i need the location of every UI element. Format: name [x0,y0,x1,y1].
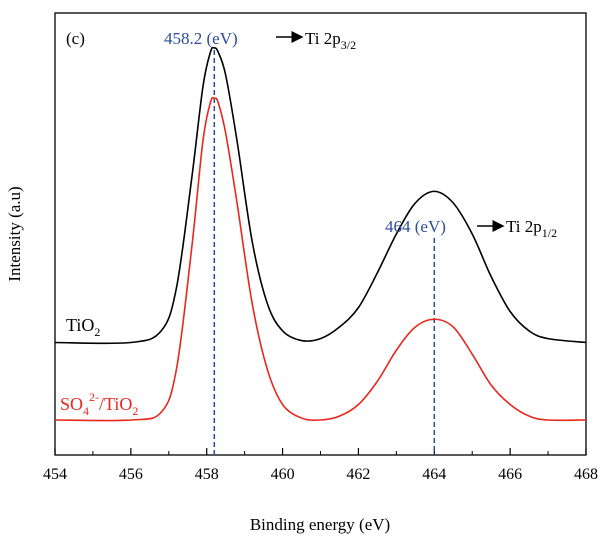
x-tick-label-454: 454 [43,466,67,483]
series-line-tio2 [54,46,587,345]
x-tick-label-468: 468 [574,466,598,483]
peak-label-458: 458.2 (eV) [164,29,238,48]
peak-label-464: 464 (eV) [385,217,446,236]
x-tick-label-456: 456 [119,466,143,483]
series-line-so4-tio2 [54,96,587,422]
y-axis-title: Intensity (a.u) [5,186,24,281]
x-tick-label-458: 458 [195,466,219,483]
x-tick-label-462: 462 [346,466,370,483]
x-tick-label-466: 466 [498,466,522,483]
level-label-ti-2p32: Ti 2p3/2 [305,29,356,52]
level-label-ti-2p12: Ti 2p1/2 [506,217,557,240]
series-label-so4-tio2: SO42-/TiO2 [60,390,138,418]
x-tick-label-464: 464 [422,466,446,483]
reference-lines [213,50,436,455]
series-label-tio2: TiO2 [66,315,100,339]
x-axis-ticks: 454 456 458 460 462 464 466 468 [43,448,598,483]
panel-label: (c) [66,29,85,48]
x-axis-title: Binding energy (eV) [250,515,390,534]
series-lines [54,46,587,422]
x-tick-label-460: 460 [271,466,295,483]
